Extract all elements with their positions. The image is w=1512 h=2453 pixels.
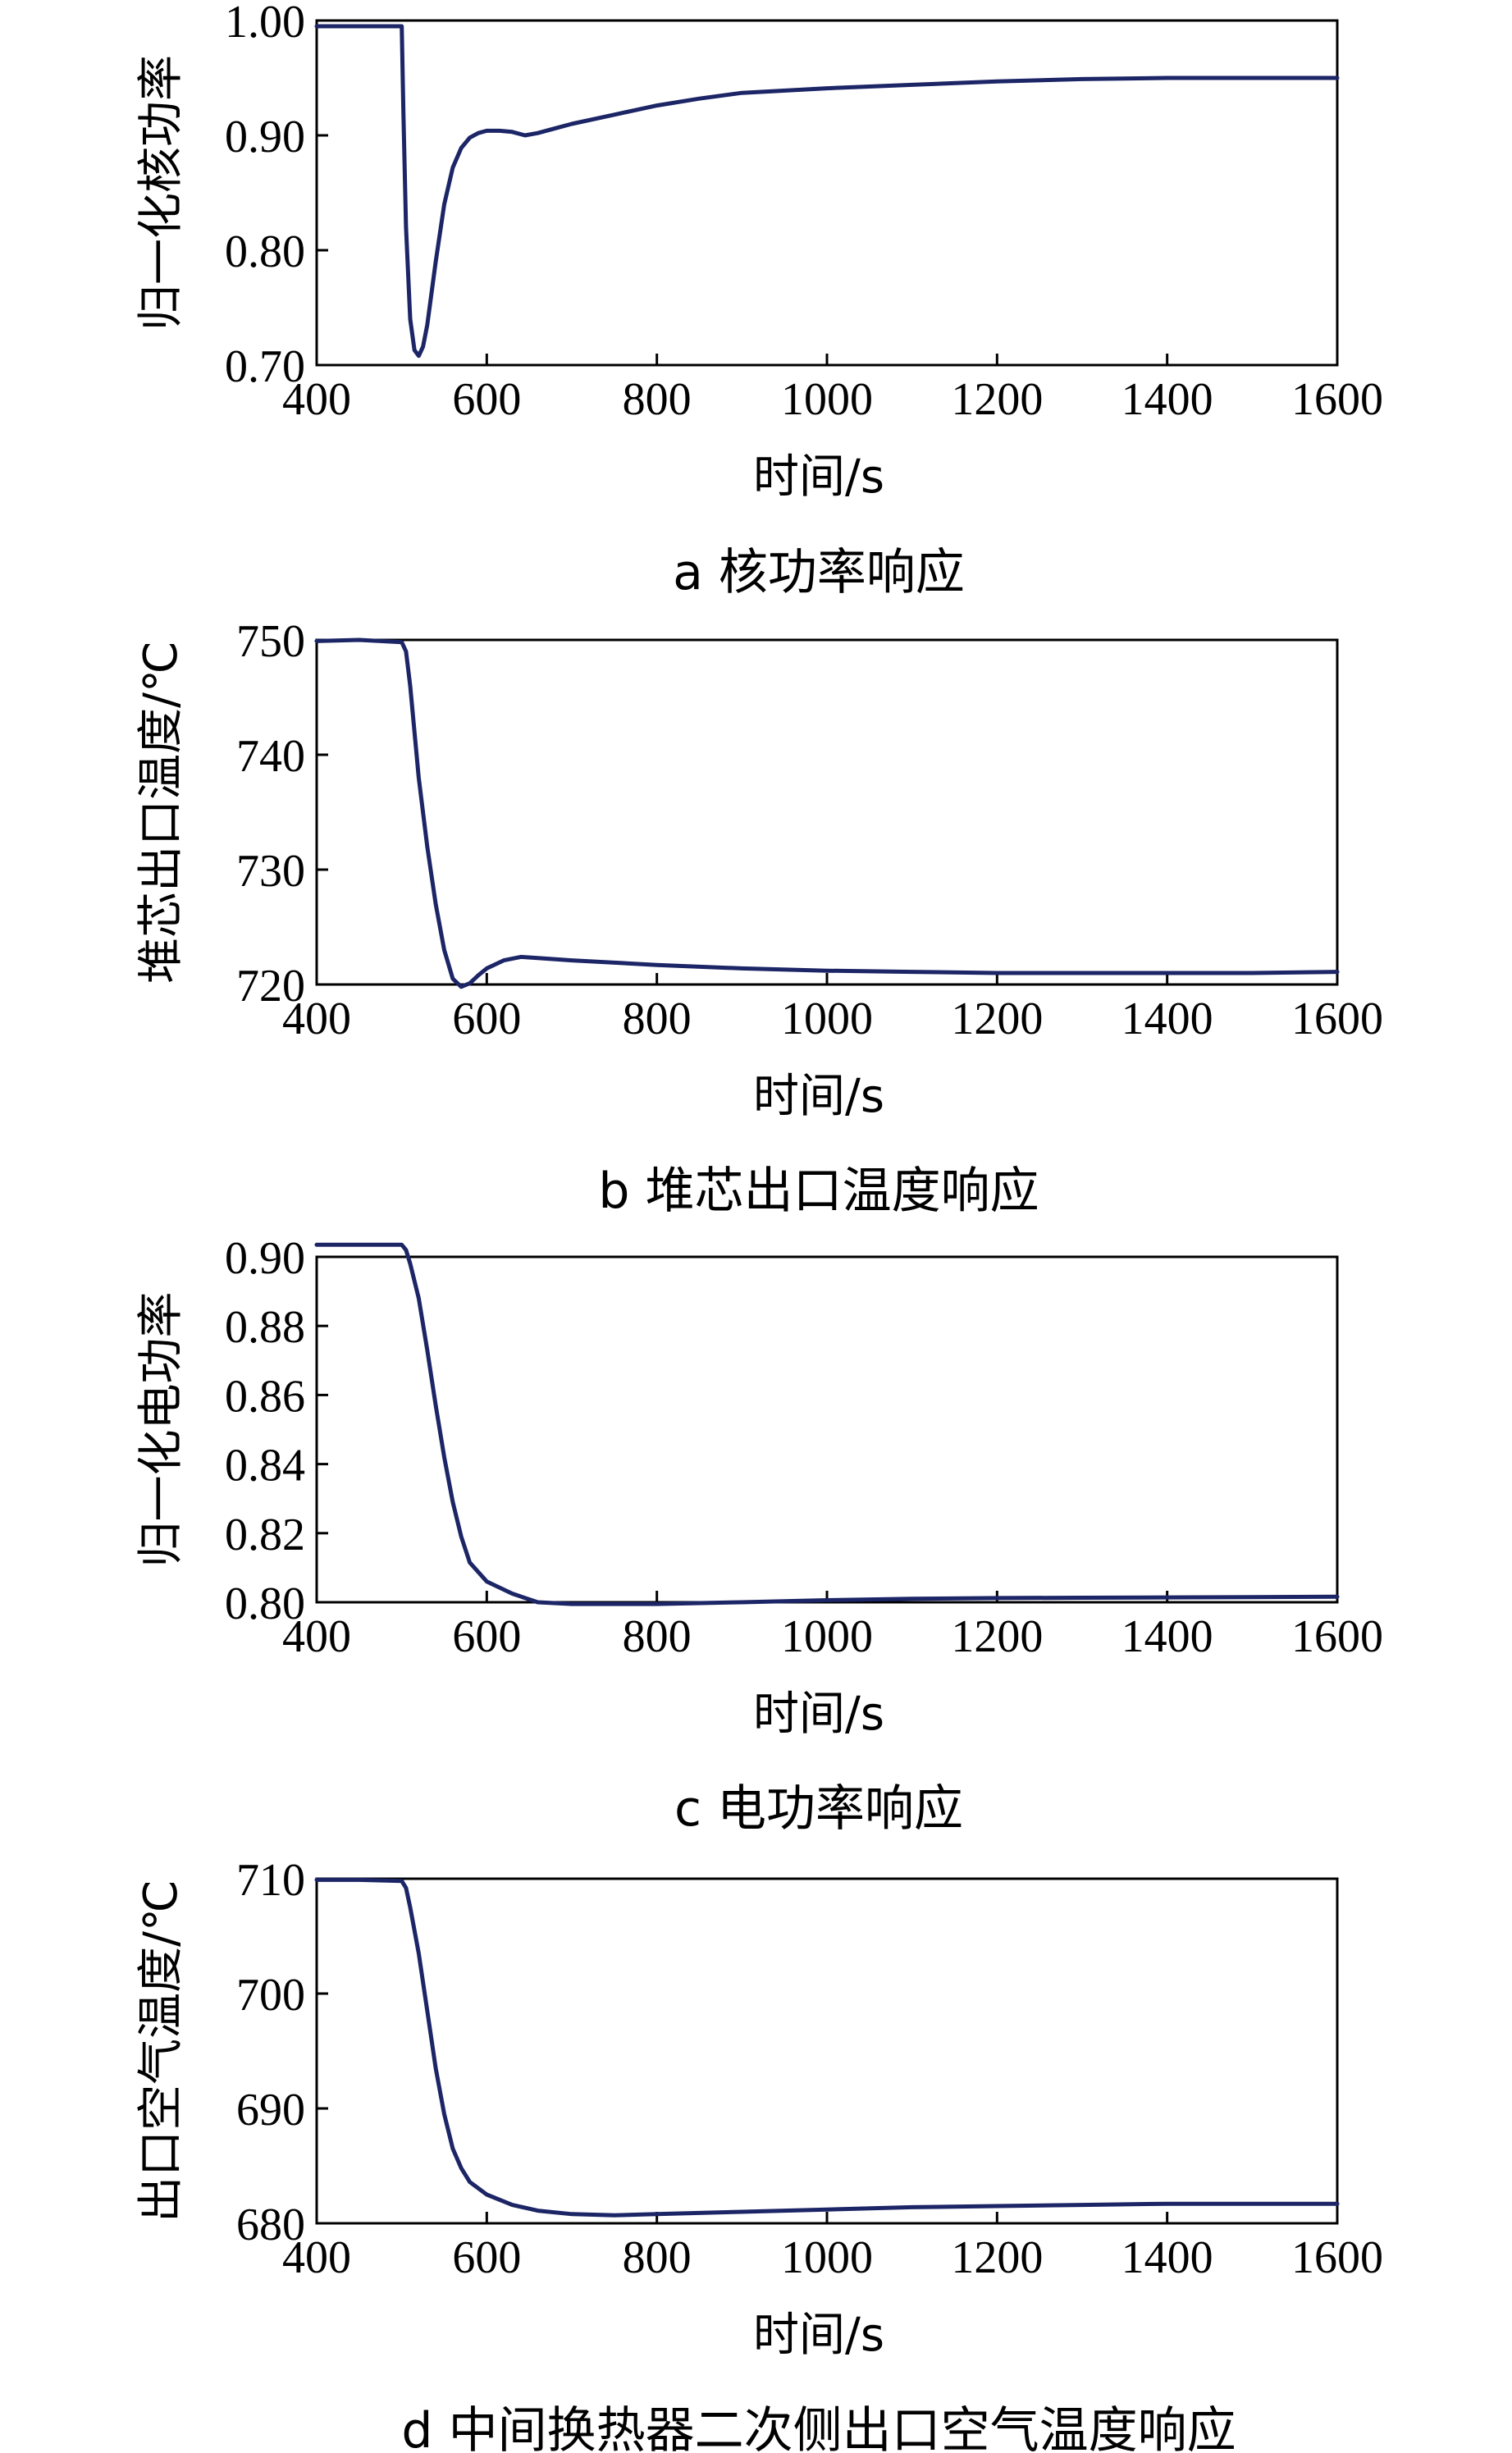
- y-axis-label-d: 出口空气温度/℃: [135, 1880, 188, 2222]
- x-tick-label-b-2: 800: [623, 994, 692, 1044]
- series-line-c-0: [314, 1242, 1340, 1606]
- x-tick-label-a-1: 600: [452, 374, 521, 425]
- y-tick-label-c-2: 0.84: [225, 1441, 305, 1491]
- x-tick-label-d-3: 1000: [781, 2232, 873, 2283]
- x-tick-label-d-5: 1400: [1121, 2232, 1213, 2283]
- chart-caption-d: d 中间换热器二次侧出口空气温度响应: [401, 2402, 1236, 2453]
- y-tick-label-b-2: 740: [236, 731, 305, 782]
- x-tick-label-b-1: 600: [452, 994, 521, 1044]
- plot-frame-b: [315, 638, 1339, 986]
- y-tick-label-d-1: 690: [236, 2085, 305, 2136]
- x-tick-label-b-4: 1200: [951, 994, 1043, 1044]
- chart-caption-b: b 堆芯出口温度响应: [598, 1163, 1039, 1220]
- x-tick-label-c-2: 800: [623, 1611, 692, 1662]
- y-tick-label-c-3: 0.86: [225, 1371, 305, 1422]
- x-tick-label-c-6: 1600: [1291, 1611, 1383, 1662]
- y-tick-label-b-0: 720: [236, 961, 305, 1012]
- y-tick-label-d-2: 700: [236, 1970, 305, 2021]
- y-tick-label-c-4: 0.88: [225, 1302, 305, 1353]
- plot-frame-c: [315, 1255, 1339, 1604]
- x-tick-label-d-0: 400: [282, 2232, 351, 2283]
- y-tick-label-c-0: 0.80: [225, 1578, 305, 1629]
- y-tick-label-c-5: 0.90: [225, 1233, 305, 1284]
- x-axis-label-d: 时间/s: [753, 2309, 884, 2362]
- y-tick-label-a-1: 0.80: [225, 226, 305, 277]
- x-tick-label-a-0: 400: [282, 374, 351, 425]
- x-tick-label-c-3: 1000: [781, 1611, 873, 1662]
- x-tick-label-d-2: 800: [623, 2232, 692, 2283]
- y-tick-label-d-3: 710: [236, 1855, 305, 1906]
- x-tick-label-c-1: 600: [452, 1611, 521, 1662]
- y-tick-label-a-3: 1.00: [225, 0, 305, 48]
- x-tick-label-d-1: 600: [452, 2232, 521, 2283]
- x-tick-label-a-2: 800: [623, 374, 692, 425]
- x-axis-label-c: 时间/s: [753, 1688, 884, 1741]
- series-line-a-0: [314, 24, 1340, 359]
- x-tick-label-b-6: 1600: [1291, 994, 1383, 1044]
- y-tick-label-c-1: 0.82: [225, 1510, 305, 1560]
- plot-frame-d: [315, 1877, 1339, 2225]
- plot-frame-a: [315, 19, 1339, 367]
- x-axis-label-a: 时间/s: [753, 450, 884, 504]
- x-tick-label-a-3: 1000: [781, 374, 873, 425]
- chart-caption-c: c 电功率响应: [674, 1780, 963, 1838]
- y-tick-label-d-0: 680: [236, 2199, 305, 2250]
- x-tick-label-a-5: 1400: [1121, 374, 1213, 425]
- x-tick-label-a-6: 1600: [1291, 374, 1383, 425]
- chart-caption-a: a 核功率响应: [673, 544, 965, 601]
- series-line-b-0: [314, 637, 1340, 989]
- x-tick-label-d-4: 1200: [951, 2232, 1043, 2283]
- y-tick-label-b-1: 730: [236, 846, 305, 897]
- x-tick-label-b-3: 1000: [781, 994, 873, 1044]
- y-axis-label-a: 归一化核功率: [135, 55, 188, 331]
- x-tick-label-a-4: 1200: [951, 374, 1043, 425]
- y-axis-label-b: 堆芯出口温度/℃: [135, 641, 188, 984]
- x-tick-label-c-5: 1400: [1121, 1611, 1213, 1662]
- x-tick-label-b-0: 400: [282, 994, 351, 1044]
- y-axis-label-c: 归一化电功率: [135, 1292, 188, 1568]
- x-tick-label-b-5: 1400: [1121, 994, 1213, 1044]
- x-axis-label-b: 时间/s: [753, 1070, 884, 1123]
- x-tick-label-c-0: 400: [282, 1611, 351, 1662]
- y-tick-label-a-2: 0.90: [225, 112, 305, 162]
- series-line-d-0: [314, 1877, 1340, 2218]
- y-tick-label-a-0: 0.70: [225, 341, 305, 392]
- y-tick-label-b-3: 750: [236, 616, 305, 667]
- x-tick-label-d-6: 1600: [1291, 2232, 1383, 2283]
- x-tick-label-c-4: 1200: [951, 1611, 1043, 1662]
